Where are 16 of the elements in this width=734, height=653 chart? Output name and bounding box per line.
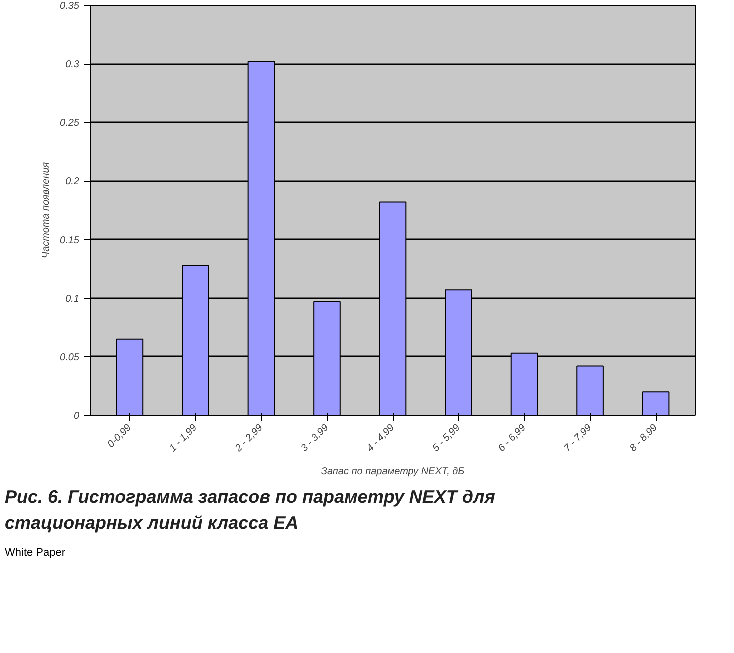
x-axis-title: Запас по параметру NEXT, дБ: [321, 466, 466, 478]
x-tick-label: 4 - 4,99: [365, 422, 398, 454]
y-tick-label: 0.15: [60, 235, 80, 246]
y-tick-label: 0.3: [66, 60, 80, 71]
y-tick-label: 0.25: [60, 118, 80, 130]
y-tick-label: 0.35: [60, 1, 80, 12]
x-tick-label: 3 - 3,99: [299, 422, 332, 454]
y-tick-label: 0: [74, 411, 80, 422]
x-tick-label: 7 - 7,99: [562, 422, 594, 454]
text: Рис. 6. Гистограмма запасов по параметру NEXT для стационарных линий класса EA: [5, 486, 496, 535]
y-axis-title: Частота появления: [41, 162, 52, 259]
y-tick-label: 0.1: [66, 294, 80, 305]
text: White Paper: [5, 546, 66, 562]
x-tick-label: 6 - 6,99: [496, 422, 529, 454]
y-tick-label: 0.2: [66, 176, 80, 188]
y-tick-label: 0.05: [60, 352, 80, 364]
